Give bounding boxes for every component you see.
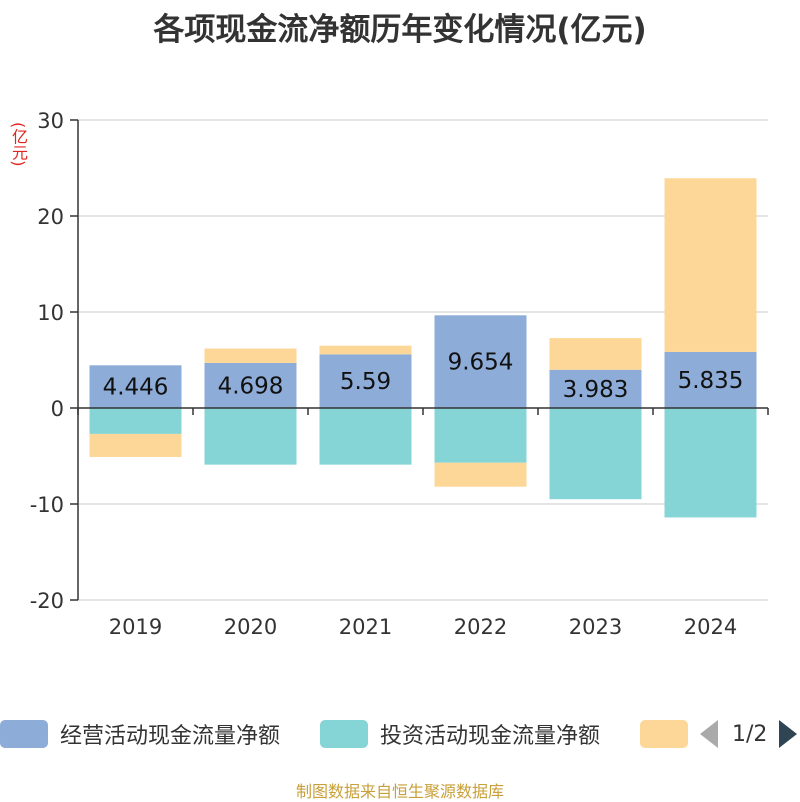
bar-2023-series-2[interactable] bbox=[549, 338, 642, 370]
bar-2021-series-0[interactable] bbox=[319, 354, 412, 408]
legend-swatch-financing bbox=[640, 720, 688, 748]
x-tick-label-2020: 2020 bbox=[224, 615, 277, 639]
y-tick-label: 0 bbox=[51, 397, 64, 421]
legend-pager: 1/2 bbox=[700, 719, 798, 749]
bar-2019-series-2[interactable] bbox=[89, 433, 182, 457]
bar-2022-series-2[interactable] bbox=[434, 462, 527, 487]
legend-label-operating: 经营活动现金流量净额 bbox=[60, 724, 281, 749]
bar-2022-series-1[interactable] bbox=[434, 408, 527, 463]
bar-2024-series-1[interactable] bbox=[664, 408, 757, 518]
data-label-2024: 5.835 bbox=[678, 368, 744, 394]
bar-2024-series-0[interactable] bbox=[664, 351, 757, 408]
data-label-2020: 4.698 bbox=[218, 373, 284, 399]
bar-2020-series-0[interactable] bbox=[204, 362, 297, 408]
y-axis-unit-label: (亿元) bbox=[9, 122, 28, 167]
bar-2021-series-1[interactable] bbox=[319, 408, 412, 465]
bar-2024-series-2[interactable] bbox=[664, 178, 757, 352]
legend-item-financing[interactable] bbox=[640, 719, 688, 749]
y-tick-label: -10 bbox=[30, 493, 64, 517]
bar-2023-series-0[interactable] bbox=[549, 369, 642, 408]
y-tick-label: -20 bbox=[30, 589, 64, 613]
legend: 经营活动现金流量净额 投资活动现金流量净额 1/2 bbox=[0, 713, 800, 757]
y-tick-label: 10 bbox=[37, 301, 64, 325]
legend-swatch-operating bbox=[0, 720, 48, 748]
chart-title: 各项现金流净额历年变化情况(亿元) bbox=[153, 12, 647, 48]
data-label-2021: 5.59 bbox=[340, 369, 391, 395]
legend-swatch-investing bbox=[320, 720, 368, 748]
legend-prev-page-icon[interactable] bbox=[700, 720, 718, 748]
data-source-note: 制图数据来自恒生聚源数据库 bbox=[295, 782, 504, 801]
legend-page-indicator: 1/2 bbox=[732, 721, 768, 747]
bar-2023-series-1[interactable] bbox=[549, 408, 642, 500]
y-tick-label: 20 bbox=[37, 205, 64, 229]
bar-2019-series-0[interactable] bbox=[89, 365, 182, 408]
legend-item-investing[interactable]: 投资活动现金流量净额 bbox=[320, 719, 600, 749]
legend-item-operating[interactable]: 经营活动现金流量净额 bbox=[0, 719, 280, 749]
x-tick-label-2023: 2023 bbox=[569, 615, 622, 639]
data-label-2019: 4.446 bbox=[103, 375, 169, 401]
bar-2021-series-2[interactable] bbox=[319, 345, 412, 355]
x-tick-label-2022: 2022 bbox=[454, 615, 507, 639]
data-label-2023: 3.983 bbox=[563, 377, 629, 403]
bar-2020-series-2[interactable] bbox=[204, 348, 297, 363]
chart-plot: 30 20 10 0 -10 -20 4.446 2019 4.698 2020 5.59 2021 9… bbox=[30, 109, 769, 639]
x-tick-label-2024: 2024 bbox=[684, 615, 737, 639]
legend-label-investing: 投资活动现金流量净额 bbox=[380, 724, 601, 749]
bar-2020-series-1[interactable] bbox=[204, 408, 297, 465]
data-label-2022: 9.654 bbox=[448, 350, 514, 376]
bar-2019-series-1[interactable] bbox=[89, 408, 182, 434]
x-tick-label-2019: 2019 bbox=[109, 615, 162, 639]
legend-next-page-icon[interactable] bbox=[779, 720, 798, 748]
x-tick-label-2021: 2021 bbox=[339, 615, 392, 639]
bar-2022-series-0[interactable] bbox=[434, 315, 527, 408]
y-tick-label: 30 bbox=[37, 109, 64, 133]
